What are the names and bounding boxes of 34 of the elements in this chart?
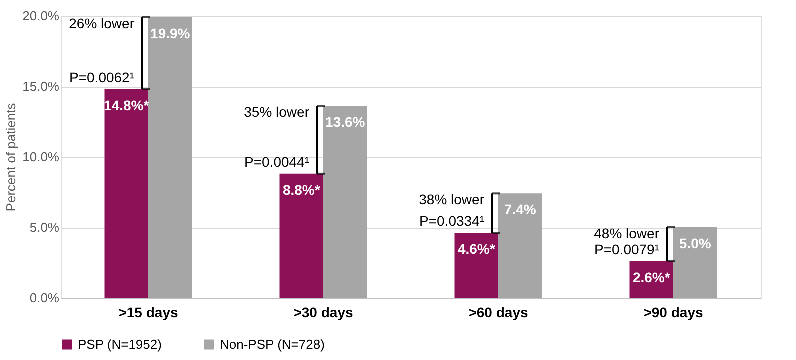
bar xyxy=(148,17,192,298)
y-tick-label: 15.0% xyxy=(22,79,60,94)
x-tick-label: >90 days xyxy=(644,304,704,320)
bar xyxy=(324,106,368,298)
annotation: 35% lower xyxy=(244,104,310,120)
data-label: 4.6%* xyxy=(458,241,496,258)
x-tick-label: >60 days xyxy=(468,304,528,320)
data-label: 13.6% xyxy=(326,114,366,130)
bar xyxy=(674,228,718,298)
legend-label: PSP (N=1952) xyxy=(78,336,162,352)
x-tick-label: >15 days xyxy=(118,304,178,320)
annotation: P=0.0062¹ xyxy=(70,69,135,86)
annotation: P=0.0044¹ xyxy=(244,154,310,170)
annotation: 38% lower xyxy=(419,192,485,208)
annotation: P=0.0334¹ xyxy=(420,213,485,230)
y-tick-label: 0.0% xyxy=(30,290,60,306)
y-tick-label: 20.0% xyxy=(22,8,60,24)
y-axis-title: Percent of patients xyxy=(4,102,19,212)
data-label: 19.9% xyxy=(150,25,191,42)
bar xyxy=(280,174,324,298)
annotation: 26% lower xyxy=(69,15,135,32)
bar xyxy=(454,233,498,298)
y-tick-label: 5.0% xyxy=(30,220,60,235)
annotation: 48% lower xyxy=(594,226,660,242)
legend-label: Non-PSP (N=728) xyxy=(220,336,325,352)
bar xyxy=(498,194,542,298)
data-label: 5.0% xyxy=(679,236,712,252)
annotation: P=0.0079¹ xyxy=(594,241,660,258)
data-label: 7.4% xyxy=(504,202,537,218)
data-label: 8.8%* xyxy=(282,182,321,198)
bar xyxy=(104,89,148,298)
data-label: 2.6%* xyxy=(632,269,671,286)
y-tick-label: 10.0% xyxy=(22,150,60,164)
x-tick-label: >30 days xyxy=(294,304,354,320)
